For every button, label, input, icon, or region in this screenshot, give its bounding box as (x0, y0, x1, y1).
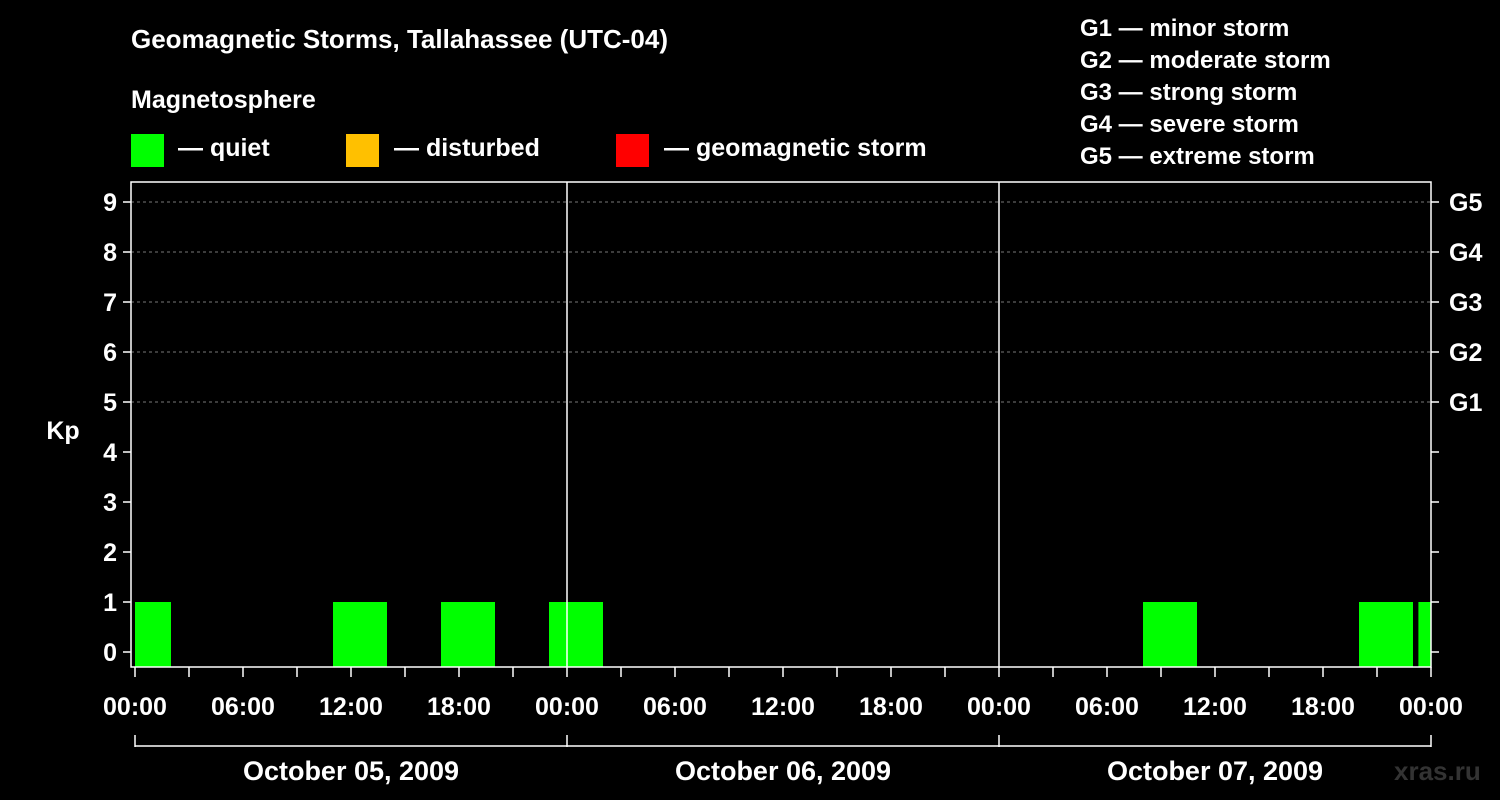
y-tick-label: 9 (103, 189, 117, 217)
g-scale-item: G1 — minor storm (1080, 15, 1290, 42)
kp-bar (1143, 602, 1197, 667)
kp-bar (333, 602, 387, 667)
day-label: October 05, 2009 (243, 756, 459, 786)
y-tick-label: 4 (103, 439, 117, 467)
y-tick-label: 6 (103, 339, 117, 367)
x-tick-label: 06:00 (1075, 693, 1139, 721)
x-tick-label: 00:00 (967, 693, 1031, 721)
g-scale-item: G5 — extreme storm (1080, 143, 1315, 170)
g-level-label: G2 (1449, 339, 1482, 367)
day-label: October 06, 2009 (675, 756, 891, 786)
g-level-label: G3 (1449, 289, 1482, 317)
y-tick-label: 8 (103, 239, 117, 267)
x-tick-label: 12:00 (1183, 693, 1247, 721)
x-tick-label: 00:00 (535, 693, 599, 721)
g-scale-item: G2 — moderate storm (1080, 47, 1331, 74)
x-tick-label: 00:00 (103, 693, 167, 721)
x-tick-label: 18:00 (1291, 693, 1355, 721)
y-tick-label: 7 (103, 289, 117, 317)
x-tick-label: 06:00 (643, 693, 707, 721)
x-tick-label: 06:00 (211, 693, 275, 721)
watermark: xras.ru (1394, 756, 1481, 786)
x-tick-label: 18:00 (859, 693, 923, 721)
kp-bar (135, 602, 171, 667)
y-tick-label: 5 (103, 389, 117, 417)
g-level-label: G1 (1449, 389, 1482, 417)
x-tick-label: 00:00 (1399, 693, 1463, 721)
g-scale-item: G3 — strong storm (1080, 79, 1298, 106)
g-level-label: G5 (1449, 189, 1482, 217)
plot-frame (130, 181, 1432, 668)
kp-bar (441, 602, 495, 667)
y-tick-label: 0 (103, 639, 117, 667)
legend-label-storm: — geomagnetic storm (664, 134, 927, 162)
day-label: October 07, 2009 (1107, 756, 1323, 786)
x-tick-label: 12:00 (319, 693, 383, 721)
x-tick-label: 18:00 (427, 693, 491, 721)
x-tick-label: 12:00 (751, 693, 815, 721)
legend-swatch-storm (616, 134, 649, 167)
legend-swatch-disturbed (346, 134, 379, 167)
legend-title: Magnetosphere (131, 86, 316, 114)
kp-bar (549, 602, 603, 667)
g-scale-item: G4 — severe storm (1080, 111, 1299, 138)
legend-label-quiet: — quiet (178, 134, 270, 162)
y-tick-label: 2 (103, 539, 117, 567)
legend-label-disturbed: — disturbed (394, 134, 540, 162)
y-tick-label: 3 (103, 489, 117, 517)
kp-bar (1359, 602, 1413, 667)
kp-bar (1418, 602, 1431, 667)
chart-title: Geomagnetic Storms, Tallahassee (UTC-04) (131, 24, 669, 54)
g-level-label: G4 (1449, 239, 1482, 267)
y-tick-label: 1 (103, 589, 117, 617)
y-axis-label: Kp (46, 417, 79, 445)
legend-swatch-quiet (131, 134, 164, 167)
